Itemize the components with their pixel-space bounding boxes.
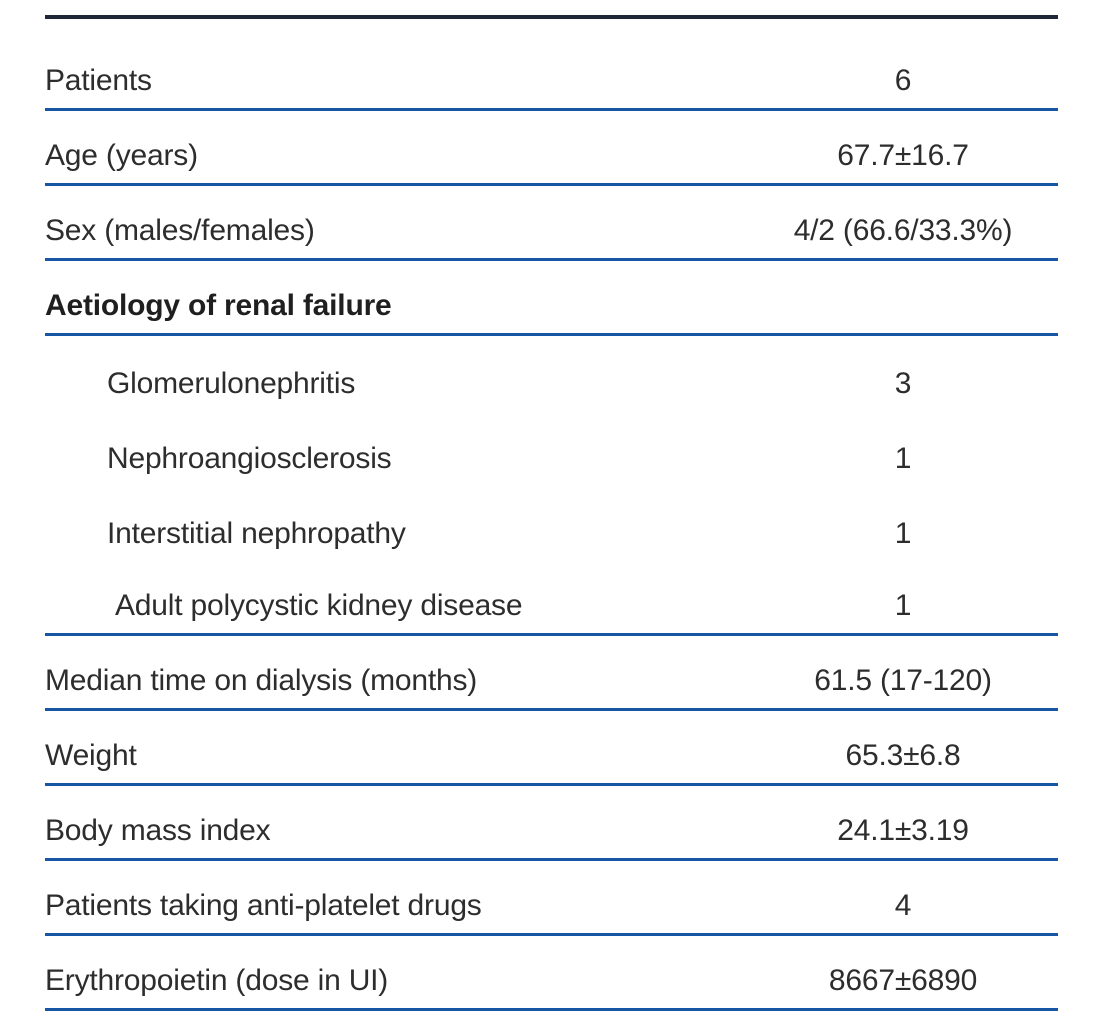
row-label: Patients (45, 64, 152, 97)
table-row: Weight 65.3±6.8 (45, 711, 1058, 786)
row-label: Patients taking anti-platelet drugs (45, 889, 482, 922)
patient-characteristics-table: Patients 6 Age (years) 67.7±16.7 Sex (males/… (45, 15, 1058, 1011)
row-label: Nephroangiosclerosis (107, 442, 392, 475)
row-value: 3 (894, 367, 912, 400)
table-row: Age (years) 67.7±16.7 (45, 111, 1058, 186)
row-value: 65.3±6.8 (845, 739, 961, 772)
table-row: Glomerulonephritis 3 (45, 336, 1058, 411)
row-label: Age (years) (45, 139, 198, 172)
row-value: 24.1±3.19 (837, 814, 969, 847)
row-label: Body mass index (45, 814, 271, 847)
table-top-rule (45, 15, 1058, 19)
table-row: Erythropoietin (dose in UI) 8667±6890 (45, 936, 1058, 1011)
row-value: 4/2 (66.6/33.3%) (793, 214, 1013, 247)
row-value: 1 (894, 442, 912, 475)
row-label: Interstitial nephropathy (107, 517, 406, 550)
row-value: 8667±6890 (828, 964, 978, 997)
table-row: Nephroangiosclerosis 1 (45, 411, 1058, 486)
row-value: 1 (894, 517, 912, 550)
row-label: Erythropoietin (dose in UI) (45, 964, 389, 997)
table-row: Patients 6 (45, 19, 1058, 111)
table-row: Patients taking anti-platelet drugs 4 (45, 861, 1058, 936)
table-row: Median time on dialysis (months) 61.5 (17… (45, 636, 1058, 711)
table-row: Body mass index 24.1±3.19 (45, 786, 1058, 861)
table-row: Adult polycystic kidney disease 1 (45, 561, 1058, 636)
table-rows-container: Patients 6 Age (years) 67.7±16.7 Sex (males/… (45, 19, 1058, 1011)
row-value: 6 (894, 64, 912, 97)
row-value: 1 (894, 589, 912, 622)
row-label: Median time on dialysis (months) (45, 664, 478, 697)
row-value: 61.5 (17-120) (814, 664, 992, 697)
row-label: Sex (males/females) (45, 214, 315, 247)
row-label: Weight (45, 739, 137, 772)
row-label: Adult polycystic kidney disease (115, 589, 523, 622)
row-value: 4 (894, 889, 912, 922)
table-row: Interstitial nephropathy 1 (45, 486, 1058, 561)
table-row: Sex (males/females) 4/2 (66.6/33.3%) (45, 186, 1058, 261)
table-row: Aetiology of renal failure (45, 261, 1058, 336)
row-label: Aetiology of renal failure (45, 289, 392, 322)
row-label: Glomerulonephritis (107, 367, 356, 400)
row-value: 67.7±16.7 (837, 139, 969, 172)
